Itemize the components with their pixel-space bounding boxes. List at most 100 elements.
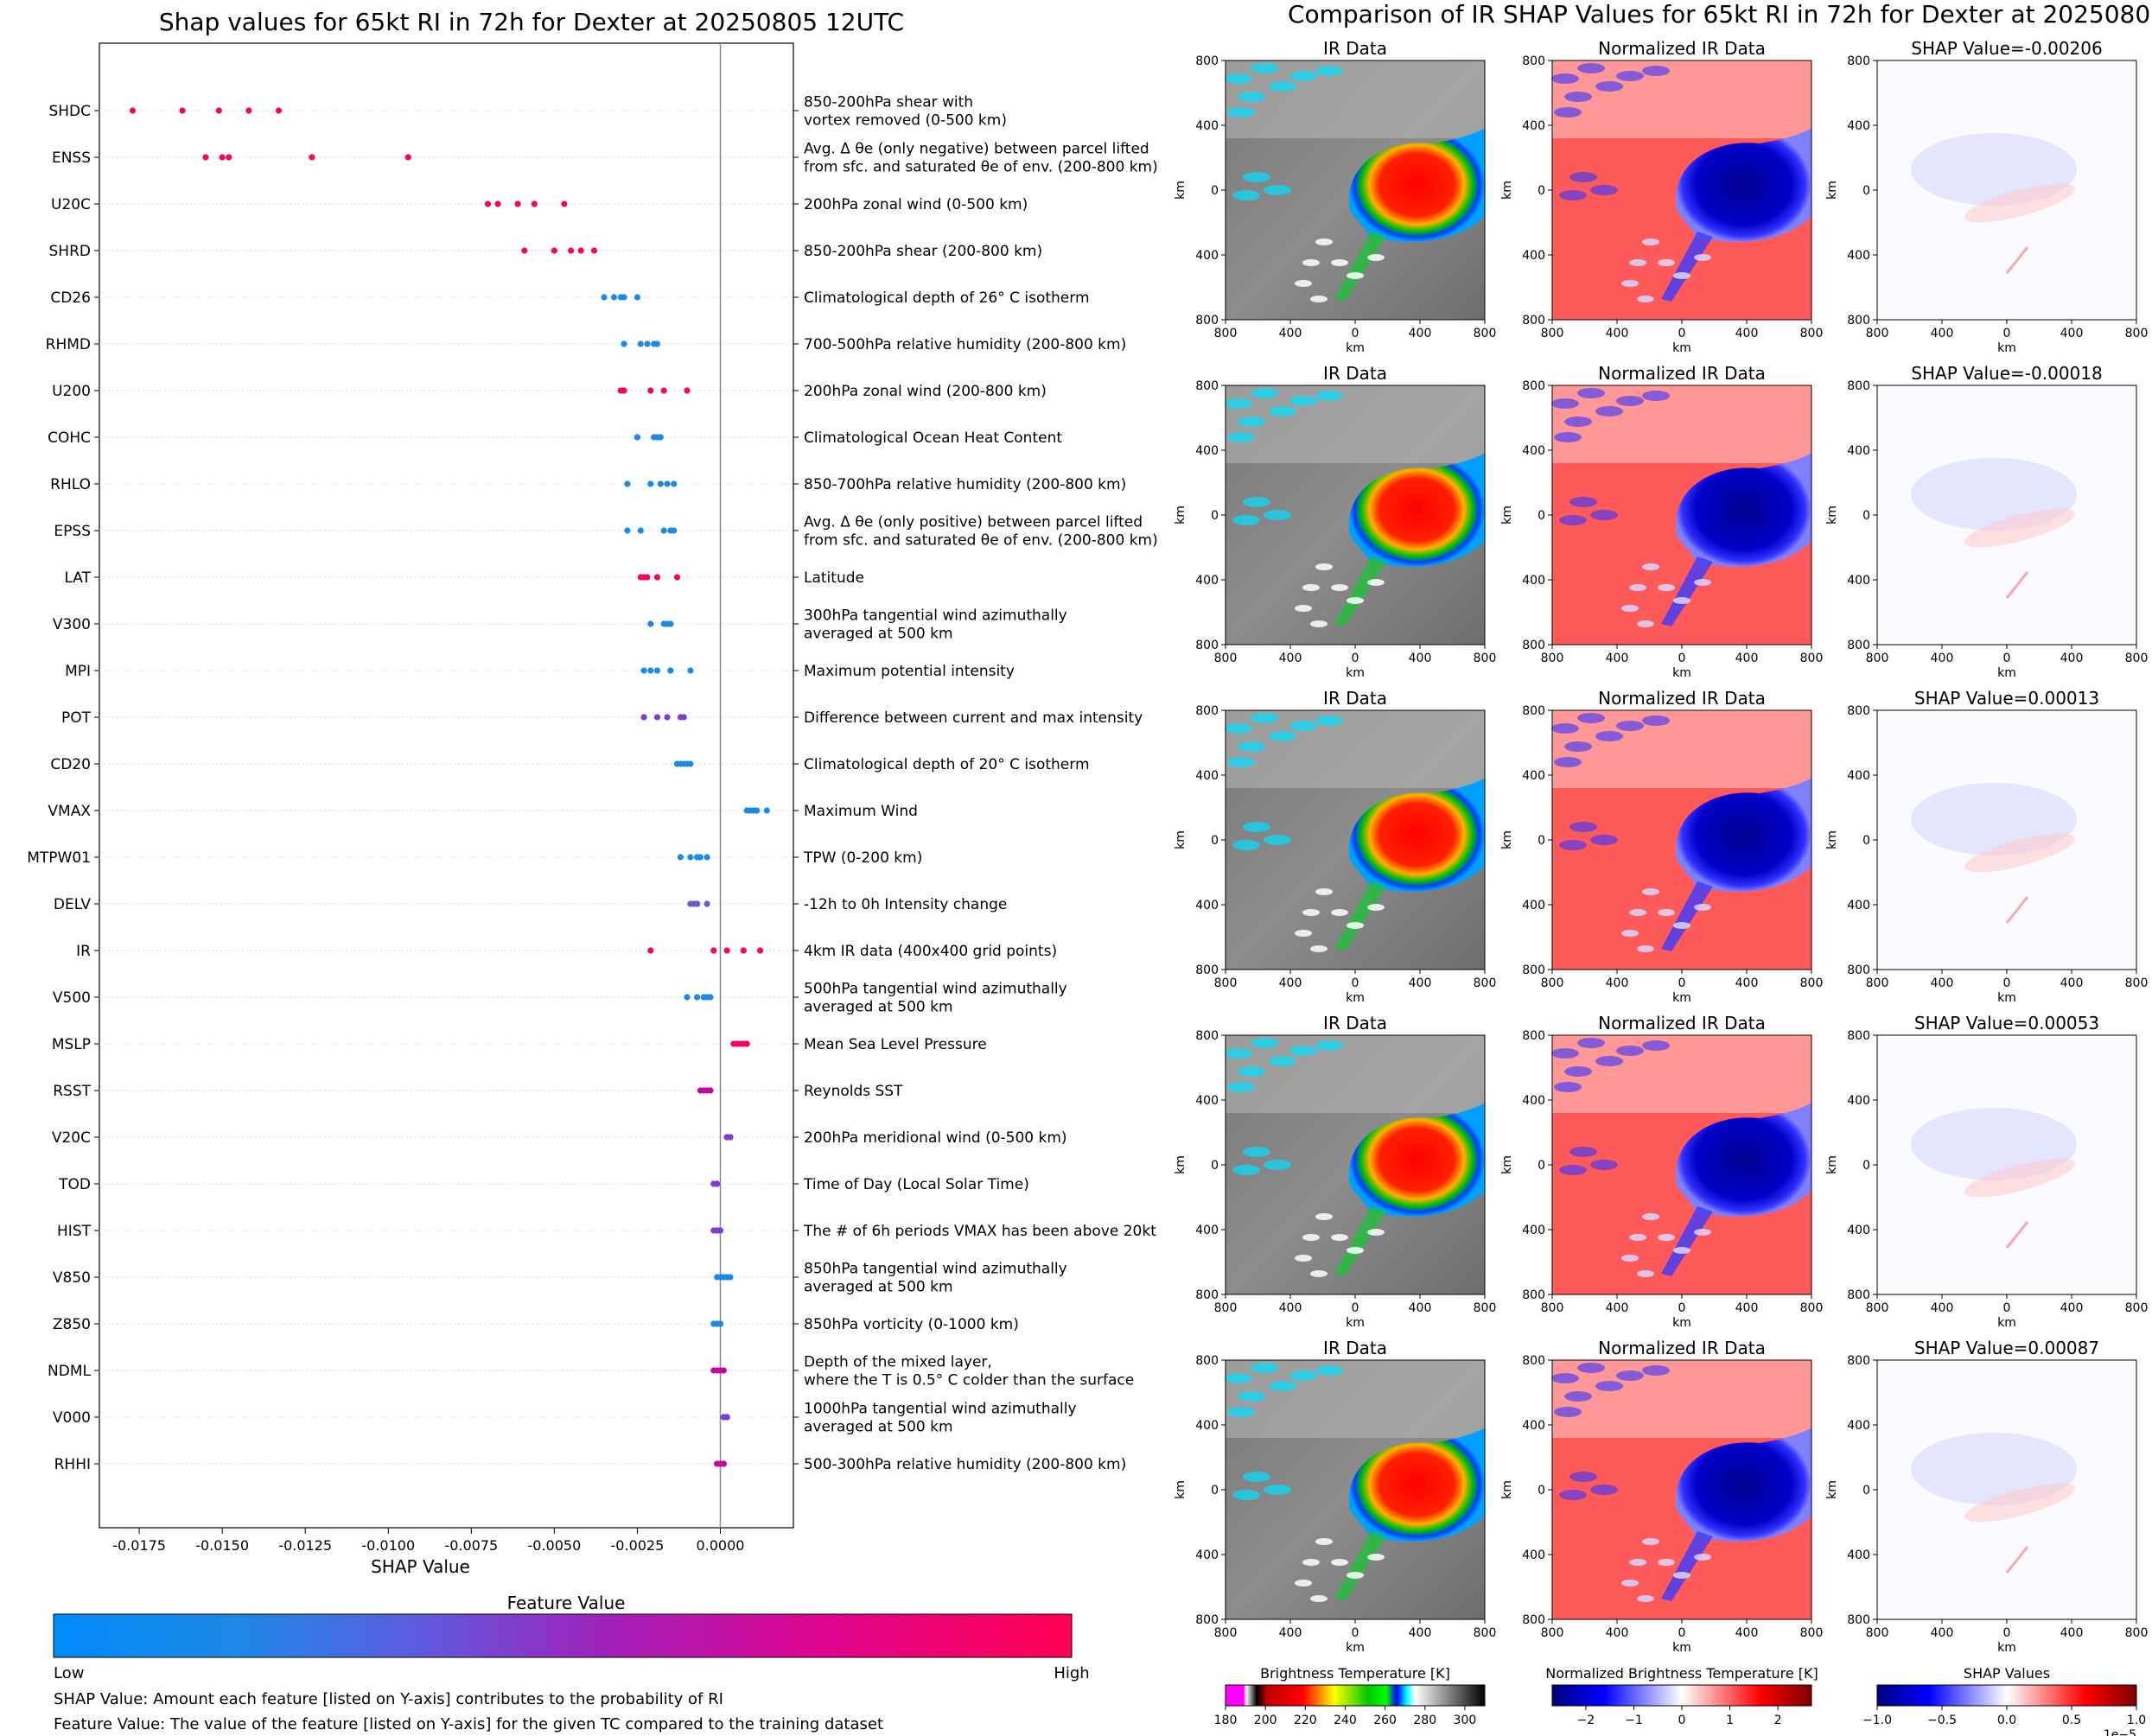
y-tick-label: 800 xyxy=(1847,1613,1870,1627)
x-tick-label: -0.0100 xyxy=(361,1537,415,1554)
feature-description: -12h to 0h Intensity change xyxy=(804,896,1007,913)
upper-level-cloud xyxy=(1232,190,1260,200)
ir-data-title: IR Data xyxy=(1323,1338,1387,1358)
shap-point xyxy=(687,760,694,767)
upper-level-cloud xyxy=(1551,73,1579,84)
upper-level-cloud xyxy=(1315,1040,1343,1051)
x-axis-label: km xyxy=(1346,1641,1365,1655)
feature-label: SHRD xyxy=(49,243,91,260)
x-tick-label: 800 xyxy=(1800,327,1824,340)
upper-level-cloud xyxy=(1642,715,1670,726)
normalized-ir-title: Normalized IR Data xyxy=(1598,1338,1766,1358)
shap-point xyxy=(494,200,501,207)
x-tick-label: -0.0075 xyxy=(444,1537,498,1554)
convective-cell xyxy=(1310,620,1327,627)
upper-level-cloud xyxy=(1289,721,1317,731)
normalized-ir-title: Normalized IR Data xyxy=(1598,688,1766,709)
convective-cell xyxy=(1637,1270,1654,1277)
convective-cell xyxy=(1673,597,1690,604)
feature-description: vortex removed (0-500 km) xyxy=(804,112,1007,130)
colorbar-tick-label: −2 xyxy=(1577,1714,1595,1727)
shap-point xyxy=(644,574,651,581)
upper-level-cloud xyxy=(1269,731,1296,741)
convective-cell xyxy=(1310,1270,1327,1277)
upper-level-cloud xyxy=(1590,835,1618,845)
shap-point xyxy=(667,620,674,627)
convective-cell xyxy=(1621,930,1639,937)
storm-cloud-shield xyxy=(1348,778,1485,892)
x-tick-label: 800 xyxy=(1474,327,1497,340)
y-tick-label: 0 xyxy=(1862,834,1870,848)
feature-label: COHC xyxy=(48,429,91,447)
y-tick-label: 0 xyxy=(1862,184,1870,198)
colorbar-low-label: Low xyxy=(54,1664,84,1682)
x-tick-label: 800 xyxy=(1214,976,1238,990)
ir-data-title: IR Data xyxy=(1323,1013,1387,1033)
convective-cell xyxy=(1331,584,1348,591)
shap-point xyxy=(590,247,598,254)
feature-label: EPSS xyxy=(54,523,91,540)
feature-description: 850-700hPa relative humidity (200-800 km… xyxy=(804,476,1126,493)
x-tick-label: 0 xyxy=(1352,652,1359,665)
x-axis-label: km xyxy=(1997,341,2016,355)
x-tick-label: 800 xyxy=(2125,652,2149,665)
upper-level-cloud xyxy=(1577,63,1605,73)
upper-level-cloud xyxy=(1225,1373,1252,1383)
y-axis-label: km xyxy=(1825,1480,1839,1499)
upper-level-cloud xyxy=(1227,1082,1255,1092)
y-tick-label: 800 xyxy=(1522,704,1545,718)
colorbar-title: Feature Value xyxy=(507,1593,626,1613)
shap-point xyxy=(215,107,222,114)
feature-label: V20C xyxy=(52,1129,91,1147)
x-tick-label: 400 xyxy=(1735,976,1759,990)
y-tick-label: 800 xyxy=(1195,1288,1219,1302)
x-tick-label: 0 xyxy=(2003,652,2011,665)
upper-level-cloud xyxy=(1590,510,1618,520)
shap-map-panel: SHAP Value=0.000138008004004000040040080… xyxy=(1825,688,2148,1005)
upper-level-cloud xyxy=(1616,1046,1644,1056)
convective-cell xyxy=(1694,579,1711,586)
y-tick-label: 800 xyxy=(1847,1288,1870,1302)
normalized-ir-panel: Normalized IR Data8008004004000040040080… xyxy=(1500,1338,1823,1655)
feature-description: averaged at 500 km xyxy=(804,999,953,1016)
y-tick-label: 400 xyxy=(1522,1419,1545,1433)
x-axis-label: km xyxy=(1346,666,1365,680)
x-tick-label: 0 xyxy=(1352,976,1359,990)
left-title: Shap values for 65kt RI in 72h for Dexte… xyxy=(159,8,904,36)
y-axis-label: km xyxy=(1825,506,1839,525)
y-tick-label: 0 xyxy=(1862,509,1870,523)
shap-point xyxy=(647,667,654,674)
shap-point xyxy=(653,340,661,347)
feature-label: U200 xyxy=(52,383,91,400)
feature-description: 1000hPa tangential wind azimuthally xyxy=(804,1401,1077,1418)
normalized-ir-panel: Normalized IR Data8008004004000040040080… xyxy=(1500,688,1823,1005)
ir-high-cloud xyxy=(1226,1360,1485,1438)
feature-label: NDML xyxy=(48,1363,91,1380)
shap-point xyxy=(644,340,651,347)
y-axis-label: km xyxy=(1174,506,1187,525)
footnote-feature: Feature Value: The value of the feature … xyxy=(54,1715,883,1733)
upper-level-cloud xyxy=(1243,822,1270,832)
upper-level-cloud xyxy=(1564,1391,1592,1402)
upper-level-cloud xyxy=(1264,1160,1291,1170)
storm-cloud-shield xyxy=(1675,453,1811,567)
convective-cell xyxy=(1315,563,1333,570)
x-tick-label: 400 xyxy=(1409,1301,1432,1315)
shap-background xyxy=(1877,385,2136,645)
x-tick-label: 800 xyxy=(1214,1301,1238,1315)
convective-cell xyxy=(1637,945,1654,952)
upper-level-cloud xyxy=(1251,63,1278,73)
shap-point xyxy=(245,107,252,114)
convective-cell xyxy=(1367,1554,1385,1561)
convective-cell xyxy=(1629,584,1646,591)
shap-point xyxy=(693,994,701,1001)
x-tick-label: 800 xyxy=(1866,652,1889,665)
upper-level-cloud xyxy=(1595,1381,1623,1391)
shap-point xyxy=(640,667,647,674)
x-tick-label: 800 xyxy=(1541,976,1564,990)
y-tick-label: 800 xyxy=(1195,963,1219,977)
feature-description: Difference between current and max inten… xyxy=(804,709,1143,727)
upper-level-cloud xyxy=(1595,81,1623,92)
normalized-high-cloud xyxy=(1552,1035,1811,1113)
x-tick-label: 400 xyxy=(1279,327,1302,340)
